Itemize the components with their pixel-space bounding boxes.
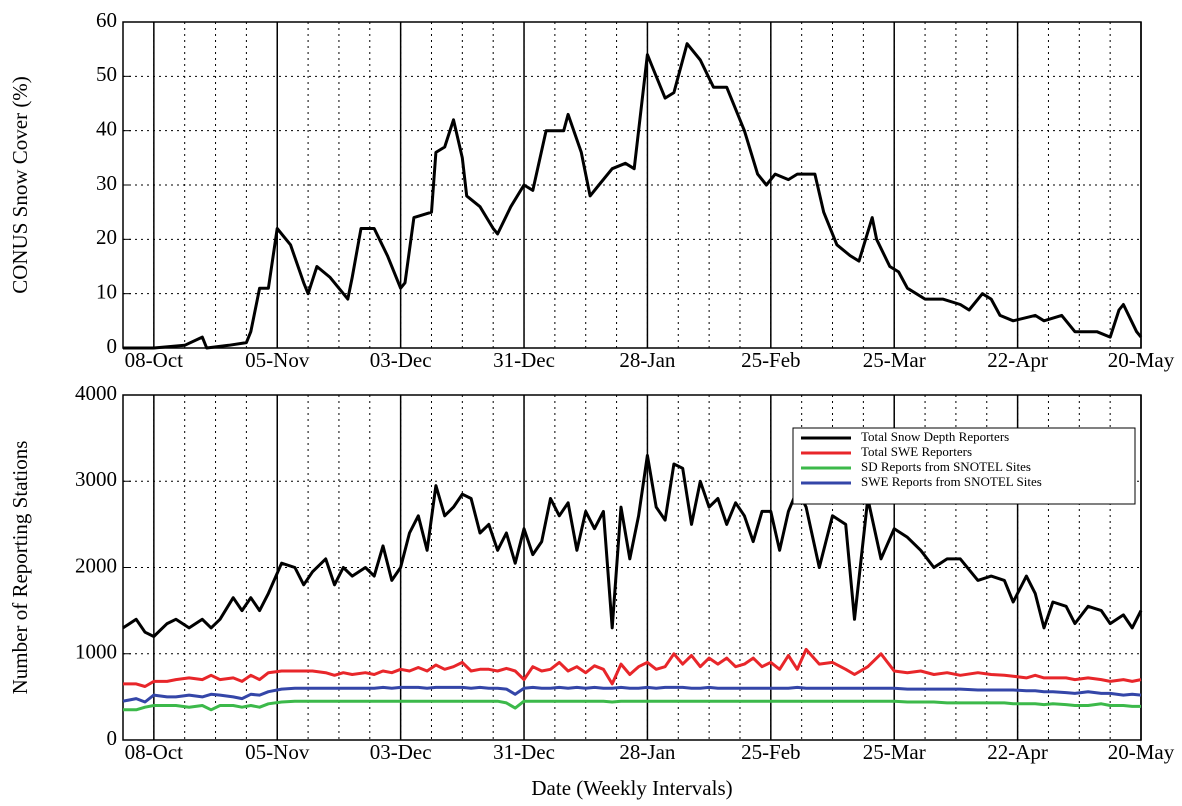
y-tick-label: 2000: [75, 553, 117, 577]
legend-label: SD Reports from SNOTEL Sites: [861, 459, 1031, 474]
x-tick-label: 08-Oct: [125, 348, 183, 372]
y-tick-label: 3000: [75, 467, 117, 491]
plot-frame: [122, 394, 1142, 741]
data-line: [123, 699, 1141, 712]
x-tick-label: 25-Mar: [863, 740, 926, 764]
y-tick-label: 50: [96, 62, 117, 86]
x-tick-label: 28-Jan: [619, 740, 675, 764]
legend-label: SWE Reports from SNOTEL Sites: [861, 474, 1042, 489]
data-line: [122, 685, 1142, 704]
x-tick-label: 05-Nov: [245, 348, 310, 372]
data-line: [123, 647, 1142, 688]
y-tick-label: 20: [96, 225, 117, 249]
x-axis-label: Date (Weekly Intervals): [531, 776, 732, 800]
y-tick-label: 40: [96, 116, 117, 140]
y-tick-label: 1000: [75, 640, 117, 664]
x-tick-label: 25-Feb: [741, 740, 801, 764]
legend-box: [792, 427, 1136, 505]
data-line: [122, 453, 1143, 638]
x-tick-label: 08-Oct: [125, 740, 183, 764]
x-tick-label: 22-Apr: [987, 740, 1048, 764]
legend-label: Total SWE Reporters: [861, 444, 972, 459]
x-tick-label: 25-Feb: [741, 348, 801, 372]
data-line: [123, 42, 1143, 350]
y-tick-label: 60: [96, 8, 117, 32]
x-tick-label: 03-Dec: [370, 740, 432, 764]
x-tick-label: 25-Mar: [863, 348, 926, 372]
x-tick-label: 28-Jan: [619, 348, 675, 372]
y-tick-label: 0: [107, 334, 118, 358]
plot-frame: [122, 21, 1142, 349]
y-tick-label: 10: [96, 279, 117, 303]
x-tick-label: 03-Dec: [370, 348, 432, 372]
legend-label: Total Snow Depth Reporters: [861, 429, 1009, 444]
y-tick-label: 4000: [75, 381, 117, 405]
x-tick-label: 31-Dec: [493, 348, 555, 372]
x-tick-label: 20-May: [1108, 740, 1175, 764]
x-tick-label: 05-Nov: [245, 740, 310, 764]
y-tick-label: 30: [96, 171, 117, 195]
x-tick-label: 31-Dec: [493, 740, 555, 764]
y-axis-label: Number of Reporting Stations: [8, 441, 32, 695]
x-tick-label: 20-May: [1108, 348, 1175, 372]
y-axis-label: CONUS Snow Cover (%): [8, 76, 32, 294]
x-tick-label: 22-Apr: [987, 348, 1048, 372]
y-tick-label: 0: [107, 726, 118, 750]
